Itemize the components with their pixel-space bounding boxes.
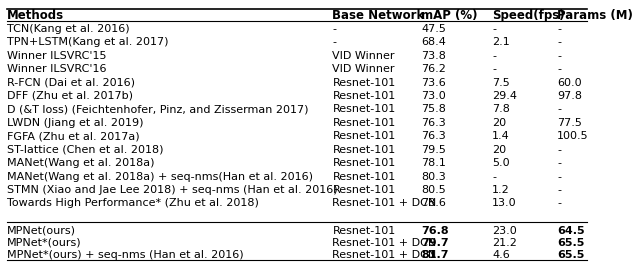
Text: 2.1: 2.1 [492, 37, 509, 47]
Text: VID Winner: VID Winner [332, 51, 395, 61]
Text: -: - [557, 51, 561, 61]
Text: Towards High Performance* (Zhu et al. 2018): Towards High Performance* (Zhu et al. 20… [7, 199, 259, 209]
Text: 20: 20 [492, 145, 506, 155]
Text: Resnet-101: Resnet-101 [332, 105, 396, 114]
Text: 77.5: 77.5 [557, 118, 582, 128]
Text: Winner ILSVRC'16: Winner ILSVRC'16 [7, 64, 107, 74]
Text: 5.0: 5.0 [492, 158, 509, 168]
Text: -: - [492, 64, 496, 74]
Text: Winner ILSVRC'15: Winner ILSVRC'15 [7, 51, 107, 61]
Text: 13.0: 13.0 [492, 199, 516, 209]
Text: -: - [557, 24, 561, 34]
Text: Resnet-101: Resnet-101 [332, 118, 396, 128]
Text: -: - [557, 145, 561, 155]
Text: 76.3: 76.3 [421, 118, 446, 128]
Text: DFF (Zhu et al. 2017b): DFF (Zhu et al. 2017b) [7, 91, 133, 101]
Text: 75.8: 75.8 [421, 105, 446, 114]
Text: MPNet*(ours) + seq-nms (Han et al. 2016): MPNet*(ours) + seq-nms (Han et al. 2016) [7, 250, 244, 260]
Text: -: - [332, 37, 337, 47]
Text: 79.5: 79.5 [421, 145, 446, 155]
Text: -: - [557, 199, 561, 209]
Text: D (&T loss) (Feichtenhofer, Pinz, and Zisserman 2017): D (&T loss) (Feichtenhofer, Pinz, and Zi… [7, 105, 308, 114]
Text: Resnet-101: Resnet-101 [332, 145, 396, 155]
Text: -: - [332, 24, 337, 34]
Text: STMN (Xiao and Jae Lee 2018) + seq-nms (Han et al. 2016): STMN (Xiao and Jae Lee 2018) + seq-nms (… [7, 185, 338, 195]
Text: 76.2: 76.2 [421, 64, 446, 74]
Text: 21.2: 21.2 [492, 238, 517, 248]
Text: Resnet-101: Resnet-101 [332, 131, 396, 141]
Text: Resnet-101 + DCN: Resnet-101 + DCN [332, 250, 436, 260]
Text: Resnet-101: Resnet-101 [332, 185, 396, 195]
Text: 4.6: 4.6 [492, 250, 509, 260]
Text: VID Winner: VID Winner [332, 64, 395, 74]
Text: 76.3: 76.3 [421, 131, 446, 141]
Text: Params (M): Params (M) [557, 9, 633, 22]
Text: 20: 20 [492, 118, 506, 128]
Text: -: - [557, 158, 561, 168]
Text: 1.4: 1.4 [492, 131, 509, 141]
Text: -: - [492, 51, 496, 61]
Text: 65.5: 65.5 [557, 250, 584, 260]
Text: 23.0: 23.0 [492, 226, 516, 236]
Text: -: - [557, 172, 561, 182]
Text: MANet(Wang et al. 2018a) + seq-nms(Han et al. 2016): MANet(Wang et al. 2018a) + seq-nms(Han e… [7, 172, 314, 182]
Text: 64.5: 64.5 [557, 226, 585, 236]
Text: 29.4: 29.4 [492, 91, 517, 101]
Text: 73.8: 73.8 [421, 51, 446, 61]
Text: Resnet-101: Resnet-101 [332, 172, 396, 182]
Text: 76.8: 76.8 [421, 226, 449, 236]
Text: Resnet-101: Resnet-101 [332, 158, 396, 168]
Text: -: - [492, 24, 496, 34]
Text: 79.7: 79.7 [421, 238, 449, 248]
Text: Base Network: Base Network [332, 9, 425, 22]
Text: -: - [557, 185, 561, 195]
Text: Resnet-101: Resnet-101 [332, 91, 396, 101]
Text: 65.5: 65.5 [557, 238, 584, 248]
Text: Methods: Methods [7, 9, 65, 22]
Text: -: - [557, 37, 561, 47]
Text: -: - [492, 172, 496, 182]
Text: MPNet*(ours): MPNet*(ours) [7, 238, 82, 248]
Text: 78.1: 78.1 [421, 158, 446, 168]
Text: -: - [557, 105, 561, 114]
Text: 73.6: 73.6 [421, 78, 446, 88]
Text: Speed(fps): Speed(fps) [492, 9, 564, 22]
Text: -: - [557, 64, 561, 74]
Text: Resnet-101: Resnet-101 [332, 226, 396, 236]
Text: TPN+LSTM(Kang et al. 2017): TPN+LSTM(Kang et al. 2017) [7, 37, 169, 47]
Text: FGFA (Zhu et al. 2017a): FGFA (Zhu et al. 2017a) [7, 131, 140, 141]
Text: MPNet(ours): MPNet(ours) [7, 226, 76, 236]
Text: 47.5: 47.5 [421, 24, 446, 34]
Text: LWDN (Jiang et al. 2019): LWDN (Jiang et al. 2019) [7, 118, 144, 128]
Text: 78.6: 78.6 [421, 199, 446, 209]
Text: Resnet-101: Resnet-101 [332, 78, 396, 88]
Text: 7.8: 7.8 [492, 105, 510, 114]
Text: TCN(Kang et al. 2016): TCN(Kang et al. 2016) [7, 24, 130, 34]
Text: 73.0: 73.0 [421, 91, 446, 101]
Text: Resnet-101 + DCN: Resnet-101 + DCN [332, 199, 436, 209]
Text: 7.5: 7.5 [492, 78, 509, 88]
Text: MANet(Wang et al. 2018a): MANet(Wang et al. 2018a) [7, 158, 155, 168]
Text: 100.5: 100.5 [557, 131, 589, 141]
Text: 60.0: 60.0 [557, 78, 582, 88]
Text: 80.5: 80.5 [421, 185, 446, 195]
Text: R-FCN (Dai et al. 2016): R-FCN (Dai et al. 2016) [7, 78, 135, 88]
Text: mAP (%): mAP (%) [421, 9, 477, 22]
Text: 68.4: 68.4 [421, 37, 446, 47]
Text: ST-lattice (Chen et al. 2018): ST-lattice (Chen et al. 2018) [7, 145, 164, 155]
Text: 81.7: 81.7 [421, 250, 449, 260]
Text: Resnet-101 + DCN: Resnet-101 + DCN [332, 238, 436, 248]
Text: 1.2: 1.2 [492, 185, 509, 195]
Text: 80.3: 80.3 [421, 172, 446, 182]
Text: 97.8: 97.8 [557, 91, 582, 101]
